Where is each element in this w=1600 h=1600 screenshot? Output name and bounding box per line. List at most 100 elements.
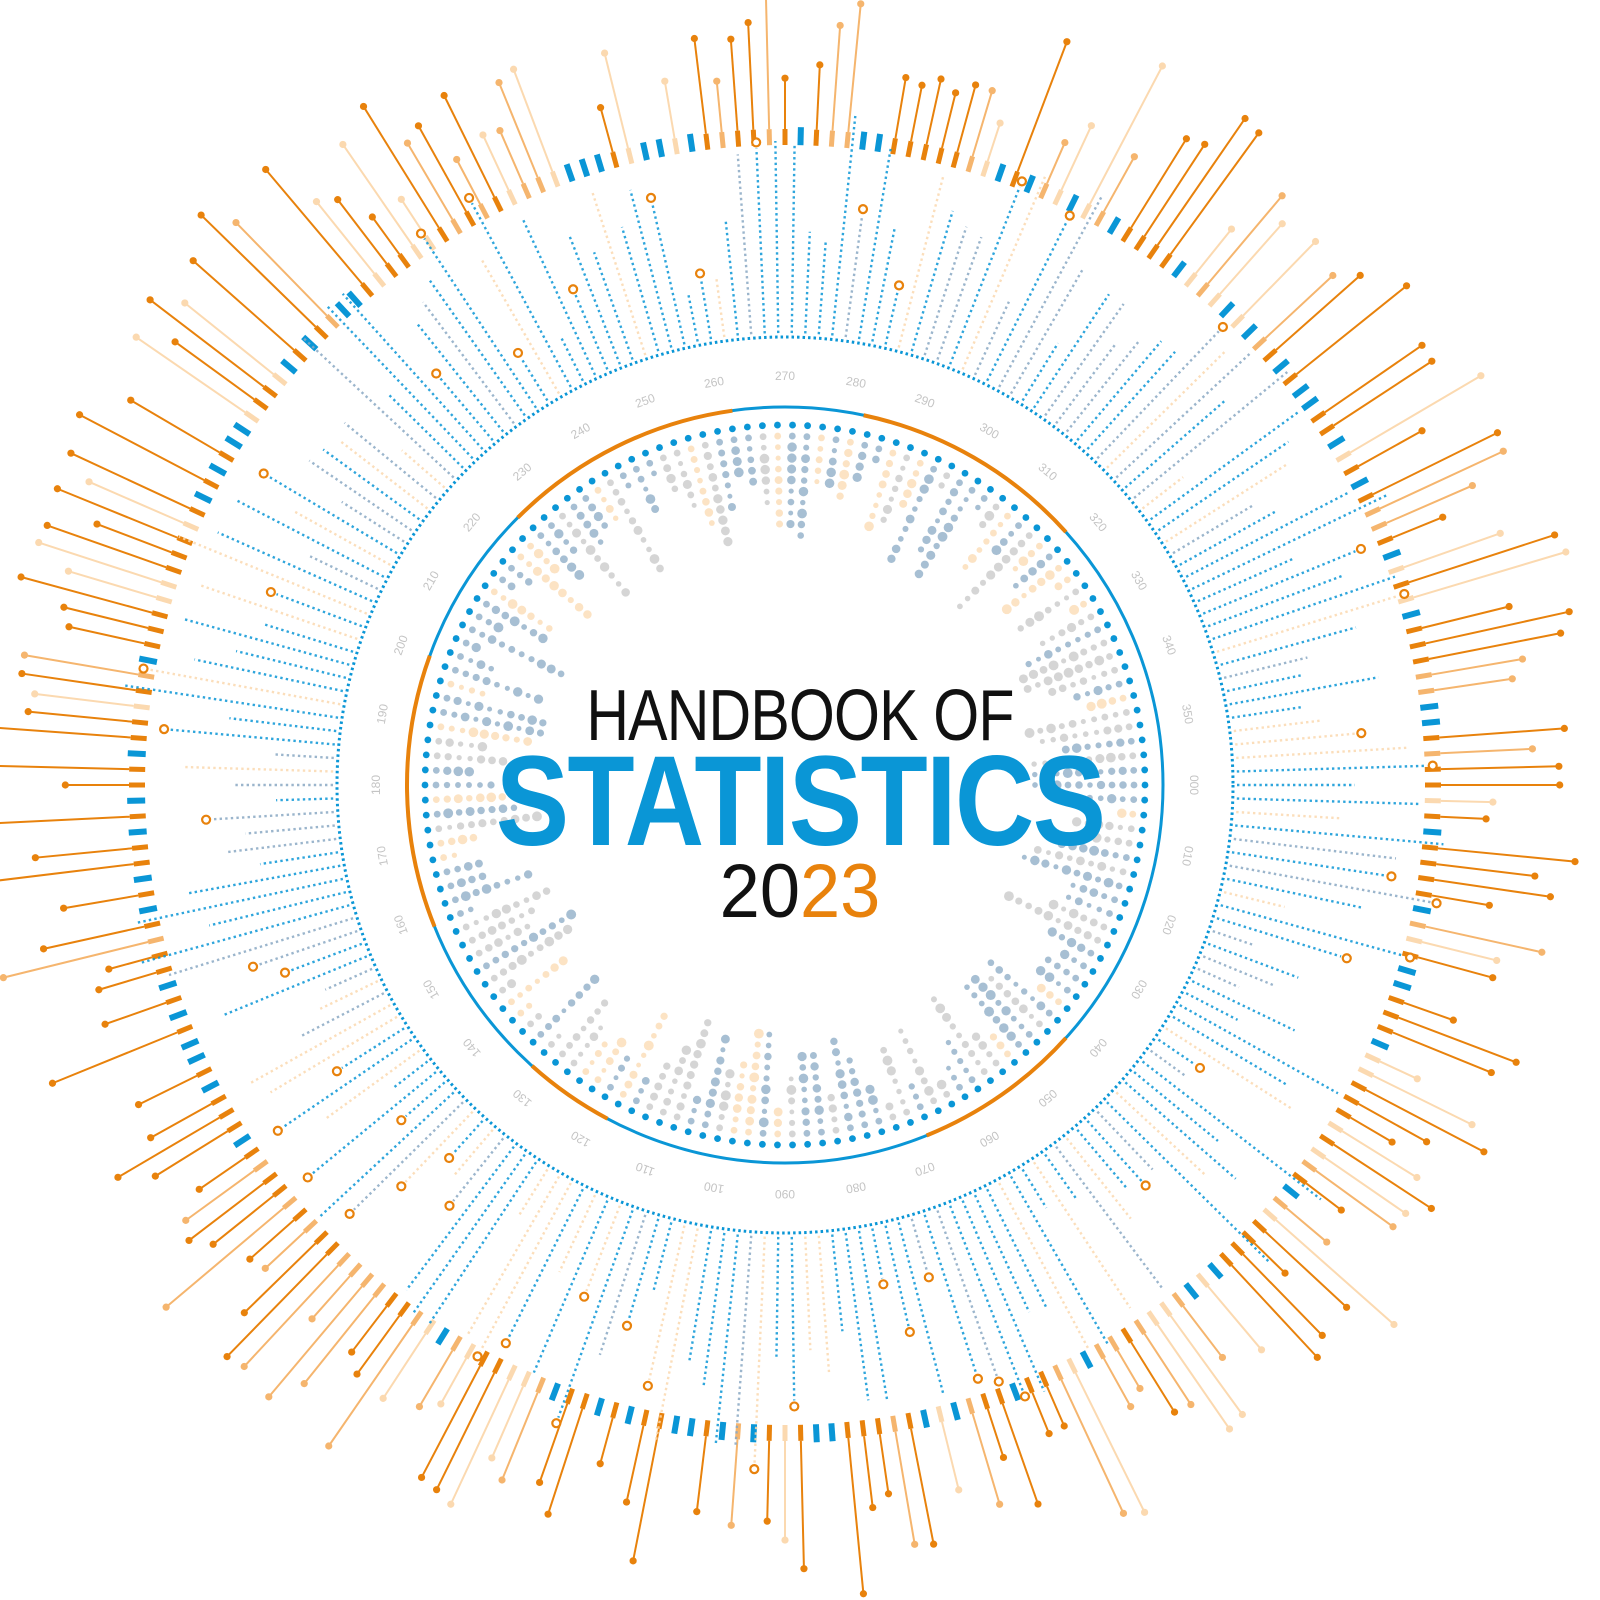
inner-dot (1070, 681, 1076, 688)
inner-dot (1036, 559, 1046, 569)
dotted-spoke (1157, 440, 1290, 532)
inner-dot (720, 1090, 731, 1101)
inner-dot (1013, 582, 1019, 589)
inner-dot (991, 545, 1002, 556)
inner-dot (681, 1045, 692, 1055)
inner-dot (980, 1068, 988, 1075)
dotted-spoke (309, 555, 379, 590)
lollipop-stick (336, 199, 388, 265)
inner-dot (1063, 986, 1071, 994)
inner-dot (1091, 675, 1097, 680)
inner-dot (612, 515, 619, 521)
dotted-spoke (1044, 1153, 1078, 1200)
inner-dot (1086, 902, 1092, 908)
degree-label: 070 (913, 1159, 937, 1179)
inner-dot (583, 610, 592, 619)
inner-dot (943, 1090, 951, 1098)
inner-dot (766, 1031, 773, 1038)
lollipop-stick (1408, 533, 1555, 584)
inner-dot (844, 448, 853, 458)
inner-dot (1053, 864, 1059, 870)
dotted-spoke (1106, 1101, 1271, 1264)
dotted-spoke (405, 1145, 515, 1291)
inner-dot (1129, 810, 1137, 818)
inner-dot (487, 706, 493, 712)
inner-dot (494, 681, 500, 688)
inner-dot (674, 1066, 684, 1076)
orange-bar (210, 1093, 227, 1106)
inner-dot (1080, 600, 1087, 608)
lollipop-head (308, 1315, 316, 1323)
dotted-spoke (343, 421, 437, 499)
inner-dot (864, 521, 874, 532)
lollipop-stick (1242, 1253, 1323, 1337)
ring-marker (1355, 543, 1367, 555)
orange-bar (980, 1392, 991, 1410)
ring-marker (789, 1401, 800, 1412)
inner-dot (540, 514, 548, 521)
inner-dot (456, 822, 465, 830)
inner-dot (477, 782, 483, 788)
inner-dot (1036, 656, 1041, 662)
inner-dot (483, 600, 490, 608)
inner-dot (1086, 701, 1096, 712)
lollipop-head (535, 1478, 544, 1487)
lollipop-stick (185, 1169, 255, 1222)
dotted-spoke (311, 1071, 437, 1175)
inner-dot (447, 837, 456, 846)
inner-dot (1087, 949, 1095, 957)
inner-dot (580, 538, 587, 545)
inner-dot (440, 709, 448, 716)
inner-dot (545, 625, 553, 632)
inner-dot (824, 478, 835, 489)
lollipop-head (1278, 220, 1286, 228)
inner-dot (849, 427, 856, 435)
inner-dot (651, 470, 657, 477)
inner-dot (561, 1008, 567, 1014)
inner-dot (743, 423, 751, 431)
ring-marker (431, 368, 442, 379)
lollipop-head (693, 1508, 701, 1516)
inner-dot (504, 878, 511, 885)
inner-dot (814, 1105, 824, 1115)
inner-dot (1103, 726, 1112, 735)
lollipop-head (1505, 602, 1513, 611)
lollipop-head (629, 1557, 637, 1565)
lollipop-head (397, 195, 405, 203)
inner-dot (513, 901, 520, 908)
inner-dot (986, 1051, 993, 1058)
orange-bar (1343, 1093, 1360, 1106)
lollipop-head (1257, 1346, 1266, 1354)
degree-label: 290 (913, 391, 937, 411)
dotted-spoke (415, 322, 505, 433)
ring-marker (1341, 953, 1352, 964)
inner-dot (875, 445, 883, 453)
inner-dot (1058, 934, 1066, 941)
dotted-spoke (1133, 371, 1289, 499)
inner-dot (801, 1107, 810, 1116)
dotted-spoke (282, 1038, 413, 1129)
dotted-spoke (574, 294, 609, 370)
dotted-spoke (936, 1210, 998, 1377)
inner-dot (992, 1016, 1001, 1024)
degree-label: 280 (845, 374, 867, 391)
inner-dot (1094, 626, 1102, 634)
orange-bar (890, 137, 898, 155)
degree-label: 250 (633, 391, 657, 411)
inner-dot (1017, 625, 1024, 632)
inner-dot (736, 1082, 745, 1091)
dotted-spoke (1179, 510, 1276, 566)
inner-dot (1089, 845, 1100, 856)
dotted-spoke (790, 1236, 796, 1401)
dotted-spoke (736, 154, 753, 335)
inner-dot (558, 588, 567, 598)
inner-dot (1046, 723, 1056, 734)
inner-dot (775, 509, 784, 517)
lollipop-stick (108, 956, 153, 971)
lollipop-head (95, 986, 103, 994)
inner-dot (517, 553, 525, 561)
lollipop-head (800, 1565, 808, 1573)
inner-dot (548, 922, 556, 930)
lollipop-head (1427, 1204, 1435, 1213)
